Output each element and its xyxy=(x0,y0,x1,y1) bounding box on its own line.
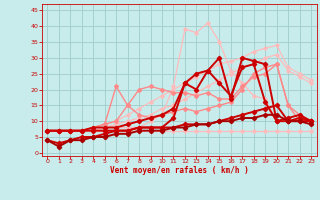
X-axis label: Vent moyen/en rafales ( km/h ): Vent moyen/en rafales ( km/h ) xyxy=(110,166,249,175)
